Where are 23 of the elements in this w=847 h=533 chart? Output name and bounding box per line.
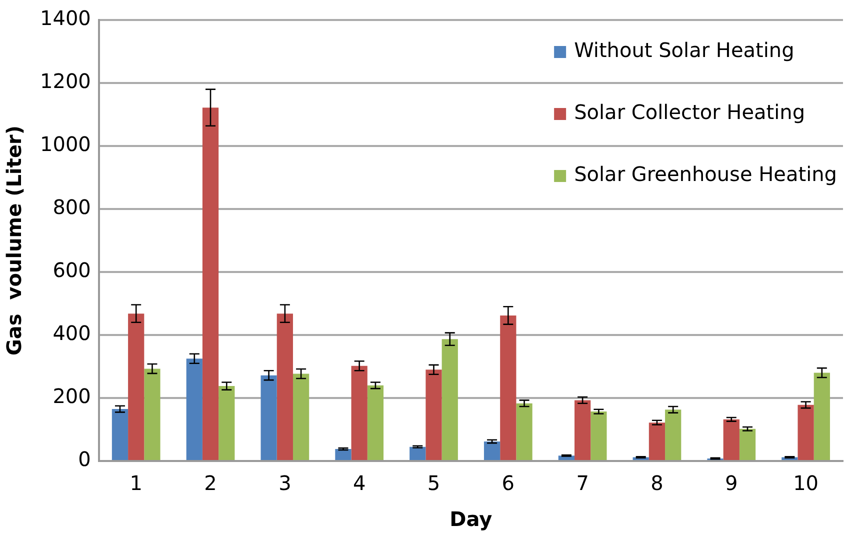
x-tick-label: 6 xyxy=(502,471,515,496)
x-tick-label: 10 xyxy=(793,471,819,496)
y-tick-label: 800 xyxy=(52,195,91,220)
x-tick-label: 2 xyxy=(204,471,217,496)
legend-label: Solar Greenhouse Heating xyxy=(574,162,838,186)
y-tick-label: 400 xyxy=(52,321,91,346)
x-axis-title: Day xyxy=(450,507,492,532)
x-tick-label: 3 xyxy=(278,471,292,496)
x-tick-label: 8 xyxy=(650,471,664,496)
x-tick-label: 5 xyxy=(427,471,440,496)
x-tick-label: 1 xyxy=(130,471,142,496)
legend-label: Without Solar Heating xyxy=(574,38,794,62)
y-tick-label: 0 xyxy=(78,447,91,472)
x-tick-label: 7 xyxy=(576,471,589,496)
y-tick-label: 1000 xyxy=(40,132,91,156)
y-tick-label: 200 xyxy=(52,384,91,408)
x-tick-label: 4 xyxy=(352,471,366,496)
y-tick-label: 1200 xyxy=(40,69,91,94)
x-tick-label: 9 xyxy=(725,471,738,496)
y-tick-label: 600 xyxy=(52,258,91,282)
y-axis-title: Gas voulume (Liter) xyxy=(2,125,26,356)
legend-label: Solar Collector Heating xyxy=(574,100,806,124)
y-tick-label: 1400 xyxy=(40,6,91,30)
